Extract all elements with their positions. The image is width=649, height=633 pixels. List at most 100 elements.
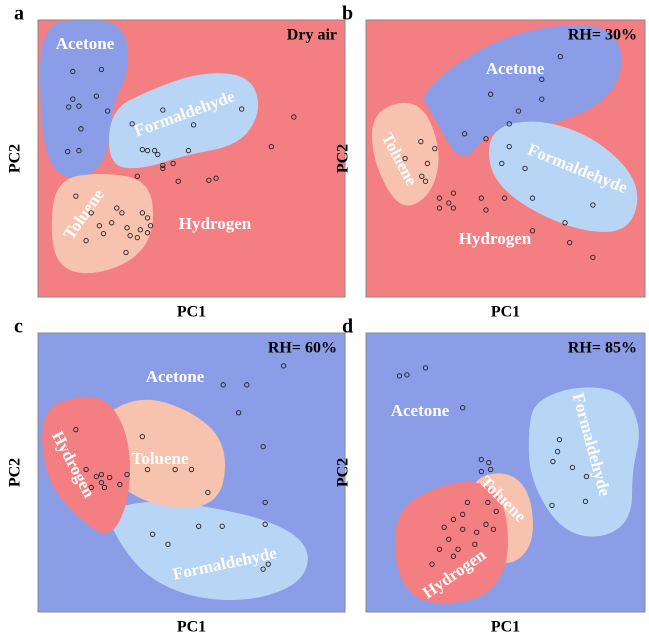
data-point: [119, 210, 125, 216]
data-point: [450, 190, 457, 196]
data-point: [268, 143, 274, 150]
class-region: [395, 482, 508, 604]
data-point: [436, 195, 443, 201]
data-point: [149, 531, 156, 537]
annotation: RH= 85%: [568, 340, 637, 357]
data-point: [93, 473, 99, 480]
class-region: [424, 25, 622, 157]
data-point: [124, 471, 130, 478]
class-region: [51, 174, 153, 274]
data-point: [590, 254, 596, 261]
data-point: [529, 195, 536, 201]
data-point: [432, 145, 438, 152]
data-point: [490, 526, 497, 532]
data-point: [88, 484, 94, 491]
data-point: [88, 210, 94, 216]
data-point: [402, 155, 408, 162]
data-point: [134, 234, 140, 241]
data-point: [487, 91, 494, 97]
data-point: [78, 126, 84, 132]
data-point: [422, 365, 429, 371]
data-point: [583, 473, 590, 480]
data-point: [396, 373, 403, 379]
data-point: [144, 215, 151, 221]
data-point: [196, 523, 202, 529]
data-point: [506, 143, 512, 150]
class-region: [110, 501, 308, 600]
data-point: [262, 499, 268, 506]
data-point: [478, 195, 484, 201]
data-point: [478, 468, 484, 475]
data-point: [96, 223, 103, 229]
region-label: Hydrogen: [179, 214, 252, 233]
panel-label: a: [14, 3, 24, 25]
data-point: [93, 93, 99, 99]
data-point: [205, 489, 211, 496]
data-point: [441, 524, 447, 530]
y-axis-label: PC2: [335, 458, 352, 487]
y-axis-label: PC2: [335, 144, 352, 173]
annotation: Dry air: [287, 27, 337, 44]
data-point: [76, 103, 82, 109]
data-point: [98, 471, 105, 478]
class-region: [40, 20, 129, 179]
data-point: [98, 479, 105, 486]
class-region: [372, 102, 439, 206]
data-point: [515, 108, 522, 114]
data-point: [506, 121, 512, 127]
data-point: [550, 458, 556, 465]
data-point: [117, 481, 123, 488]
data-point: [101, 484, 108, 491]
data-point: [539, 76, 545, 83]
data-point: [501, 195, 508, 201]
data-point: [436, 546, 443, 552]
data-point: [190, 122, 197, 128]
data-point: [144, 147, 151, 154]
data-point: [485, 499, 491, 506]
data-point: [493, 508, 499, 515]
data-point: [98, 66, 105, 73]
data-point: [160, 162, 166, 169]
data-point: [175, 178, 181, 184]
data-point: [124, 225, 130, 231]
data-point: [436, 205, 443, 211]
data-point: [109, 220, 115, 226]
panel-label: d: [342, 316, 353, 338]
data-point: [220, 382, 226, 388]
data-point: [464, 499, 471, 506]
plot-frame: [37, 332, 346, 613]
data-point: [422, 178, 429, 184]
data-point: [472, 541, 478, 547]
region-label: Acetone: [56, 34, 115, 53]
data-point: [557, 53, 564, 60]
data-point: [569, 464, 576, 471]
data-point: [100, 231, 107, 237]
data-point: [556, 436, 563, 443]
data-point: [170, 160, 176, 167]
panel-label: b: [342, 3, 353, 25]
data-point: [567, 239, 573, 246]
data-point: [127, 233, 133, 239]
region-label: Toluene: [131, 449, 188, 468]
data-point: [165, 541, 171, 547]
data-point: [123, 249, 129, 256]
class-region: [488, 121, 638, 232]
data-point: [238, 106, 245, 112]
data-point: [106, 474, 113, 481]
plot-frame: [365, 19, 646, 298]
plot-area: [40, 20, 259, 274]
x-axis-label: PC1: [491, 619, 520, 633]
data-point: [114, 205, 120, 211]
data-point: [83, 237, 89, 244]
data-point: [418, 139, 424, 145]
x-axis-label: PC1: [491, 304, 520, 321]
data-point: [478, 456, 484, 463]
data-point: [76, 147, 82, 154]
data-point: [262, 521, 268, 527]
data-point: [446, 536, 452, 542]
plot-frame: [37, 19, 346, 298]
data-point: [554, 448, 561, 455]
data-point: [460, 526, 466, 532]
data-point: [66, 104, 72, 110]
